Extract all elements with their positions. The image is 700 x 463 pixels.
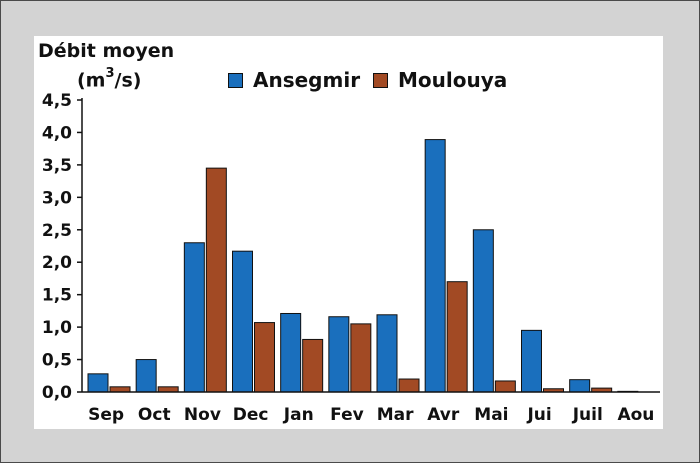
bar-moulouya-sep	[109, 386, 131, 393]
legend-label-moulouya: Moulouya	[398, 68, 508, 92]
x-tick-label: Nov	[184, 405, 221, 425]
legend-item-ansegmir: Ansegmir	[228, 67, 360, 93]
bar-ansegmir-mai	[472, 229, 494, 393]
bar-moulouya-jan	[302, 338, 324, 393]
bar-ansegmir-jui	[521, 329, 542, 393]
bar-ansegmir-juil	[569, 379, 591, 393]
x-tick-label: Oct	[138, 405, 171, 425]
legend-label-ansegmir: Ansegmir	[253, 68, 361, 92]
bar-ansegmir-fev	[328, 316, 350, 393]
y-axis-title: Débit moyen	[38, 40, 175, 62]
bar-moulouya-dec	[254, 322, 275, 393]
y-tick-label: 0,0	[42, 383, 72, 403]
y-tick-label: 4,5	[42, 91, 72, 111]
bar-ansegmir-oct	[135, 359, 157, 393]
bar-moulouya-oct	[157, 386, 179, 393]
y-tick-label: 2,5	[42, 221, 72, 241]
y-tick-label: 1,5	[42, 286, 72, 306]
x-tick-label: Aou	[617, 405, 654, 425]
bar-moulouya-mai	[494, 380, 516, 393]
bar-ansegmir-jan	[280, 312, 302, 393]
y-tick-label: 2,0	[42, 253, 72, 273]
y-tick-label: 4,0	[42, 123, 72, 143]
x-tick-label: Mai	[474, 405, 508, 425]
x-tick-label: Fev	[330, 405, 364, 425]
bar-moulouya-nov	[205, 167, 227, 393]
x-tick-label: Avr	[427, 405, 460, 425]
x-tick-label: Jui	[526, 405, 551, 425]
legend-item-moulouya: Moulouya	[373, 67, 507, 93]
y-axis-unit: (m3/s)	[77, 66, 142, 92]
x-tick-label: Juil	[572, 405, 603, 425]
y-tick-label: 1,0	[42, 318, 72, 338]
y-tick-label: 0,5	[42, 351, 72, 371]
bar-ansegmir-sep	[87, 373, 109, 393]
y-tick-label: 3,5	[42, 156, 72, 176]
bar-moulouya-fev	[350, 323, 372, 393]
bar-ansegmir-dec	[232, 250, 253, 393]
y-tick-label: 3,0	[42, 188, 72, 208]
x-tick-label: Mar	[377, 405, 414, 425]
bar-ansegmir-mar	[376, 314, 398, 393]
bar-moulouya-avr	[446, 281, 468, 393]
bar-moulouya-mar	[398, 378, 420, 393]
x-tick-label: Jan	[283, 405, 314, 425]
bar-ansegmir-avr	[424, 139, 446, 393]
x-tick-label: Dec	[233, 405, 269, 425]
bar-ansegmir-nov	[183, 242, 205, 393]
x-tick-label: Sep	[88, 405, 124, 425]
legend-swatch-moulouya	[373, 72, 388, 88]
legend-swatch-ansegmir	[228, 72, 243, 88]
